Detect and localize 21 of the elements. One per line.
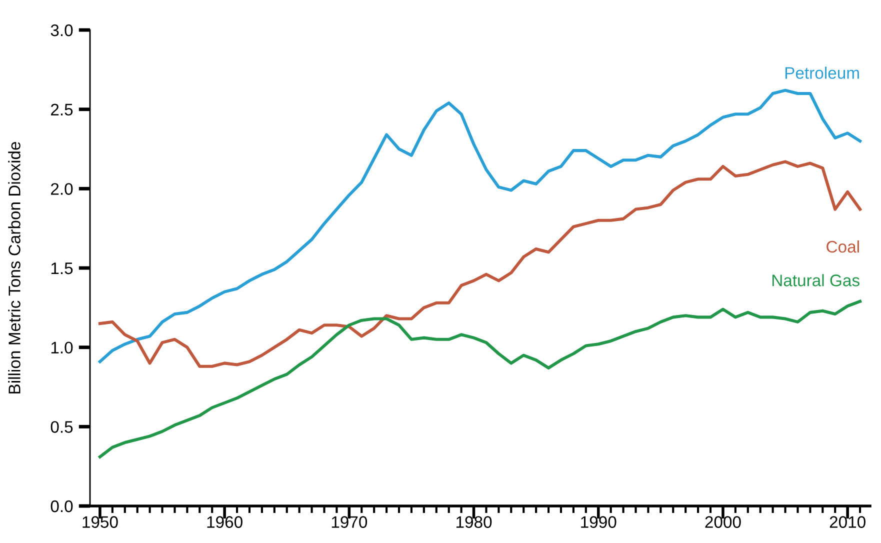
y-tick-label: 0.5 — [50, 421, 73, 433]
x-tick-label: 1960 — [207, 516, 242, 528]
line-series — [98, 88, 862, 364]
x-tick-label: 1990 — [581, 516, 616, 528]
series-label: Coal — [826, 240, 859, 253]
y-tick-label: 0.0 — [50, 500, 73, 512]
series-label: Natural Gas — [772, 274, 860, 286]
x-tick-label: 2010 — [830, 516, 866, 528]
y-tick-label: 2.5 — [51, 104, 73, 116]
line-series — [98, 160, 862, 368]
x-tick-label: 1980 — [456, 516, 492, 528]
x-tick-label: 2000 — [705, 516, 741, 528]
y-tick-label: 1.0 — [51, 342, 73, 354]
y-tick-label: 3.0 — [50, 24, 73, 36]
x-tick-label: 1950 — [82, 516, 118, 528]
series-label: Petroleum — [785, 66, 859, 79]
y-tick-label: 1.5 — [51, 262, 73, 274]
y-axis-title: Billion Metric Tons Carbon Dioxide — [8, 142, 20, 394]
line-series — [98, 300, 862, 458]
x-tick-label: 1970 — [332, 516, 368, 528]
y-tick-label: 2.0 — [51, 183, 73, 195]
